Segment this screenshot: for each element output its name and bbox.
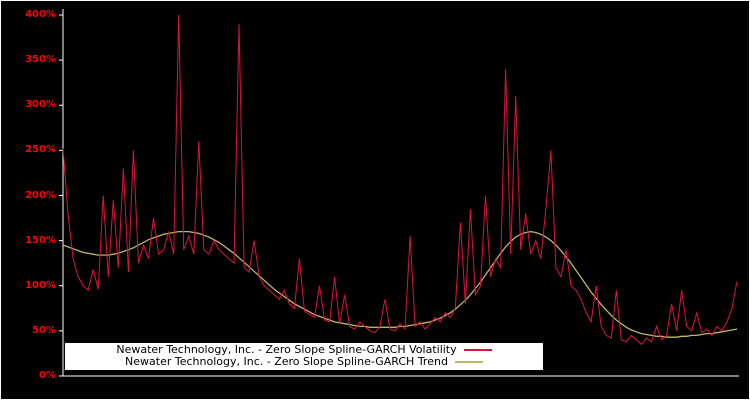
legend-row: Newater Technology, Inc. - Zero Slope Sp… [65, 344, 543, 356]
legend-label: Newater Technology, Inc. - Zero Slope Sp… [116, 343, 457, 356]
y-axis-tick-label: 100% [25, 279, 56, 291]
y-axis-tick-label: 400% [25, 9, 56, 20]
y-axis-tick-label: 200% [25, 189, 56, 201]
legend-label: Newater Technology, Inc. - Zero Slope Sp… [125, 355, 448, 368]
legend-row: Newater Technology, Inc. - Zero Slope Sp… [65, 356, 543, 368]
y-axis-tick-label: 300% [25, 99, 56, 111]
y-axis-tick-label: 150% [25, 234, 56, 246]
y-axis-tick-label: 350% [25, 54, 56, 66]
legend: Newater Technology, Inc. - Zero Slope Sp… [65, 343, 543, 370]
y-axis-tick-label: 50% [32, 324, 56, 336]
trend-line [62, 230, 738, 338]
volatility-line [62, 14, 738, 346]
legend-sample-line [463, 349, 492, 351]
y-axis-tick-label: 0% [39, 370, 56, 381]
y-axis-tick-label: 250% [25, 144, 56, 156]
legend-sample-line [454, 361, 483, 363]
